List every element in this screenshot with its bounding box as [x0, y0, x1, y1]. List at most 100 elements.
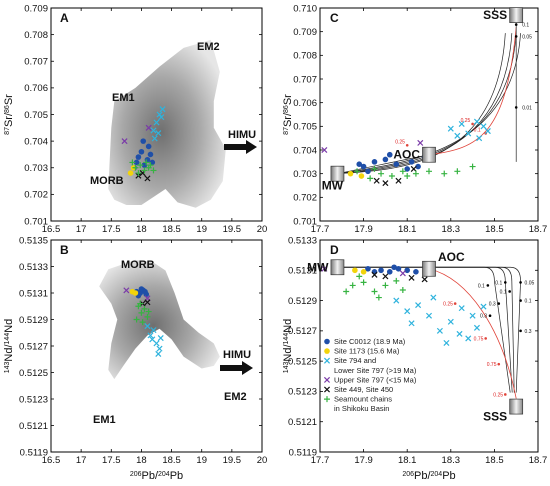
- seamount-point: [378, 170, 385, 177]
- y-tick-label: 0.5125: [19, 368, 48, 379]
- y-tick-label: 0.5119: [289, 447, 317, 458]
- x-tick-label: 18.7: [529, 455, 548, 466]
- site-794-point: [456, 330, 463, 337]
- seamount-point: [393, 277, 400, 284]
- y-label-end: Sr: [282, 94, 294, 105]
- model-fraction-label: 0.75: [474, 336, 484, 342]
- seamount-point: [143, 159, 150, 166]
- c0012-point: [386, 151, 393, 158]
- c0012-point: [404, 267, 411, 274]
- site-794-point: [415, 302, 422, 309]
- panel-b: 16.5 17 17.5 18 18.5 19 19.5 20 0.5119 0.5121 0.51…: [3, 235, 267, 482]
- y-tick-label: 0.707: [293, 74, 317, 85]
- legend-marker: [324, 338, 330, 345]
- plot-frame: [319, 7, 539, 222]
- x-axis-label: 206Pb/204Pb: [130, 470, 183, 482]
- x-tick-label: 18.5: [485, 455, 504, 466]
- mixing-curve-red: [428, 27, 517, 156]
- site-1173-point: [352, 267, 358, 274]
- site-449-point: [410, 165, 417, 172]
- y-label-mid: Nd/: [282, 344, 294, 362]
- c0012-point: [147, 151, 154, 158]
- site-449-point: [144, 299, 151, 306]
- x-tick-label: 16.5: [42, 455, 61, 466]
- site-449-point: [373, 177, 380, 184]
- sss-endmember: [509, 398, 524, 415]
- x-label-sup2: 204: [431, 471, 443, 478]
- seamount-point: [343, 288, 350, 295]
- site-449-point: [395, 177, 402, 184]
- legend-marker: [323, 386, 331, 393]
- model-node-red: [484, 337, 487, 340]
- mixing-curve: [337, 154, 430, 175]
- y-tick-label: 0.5121: [288, 417, 317, 428]
- panel-label-d: D: [330, 243, 339, 257]
- em1-label: EM1: [112, 92, 135, 104]
- site-1173-point: [127, 170, 134, 176]
- legend-marker: [323, 376, 331, 383]
- y-tick-label: 0.5121: [19, 421, 48, 432]
- seamount-point: [399, 286, 406, 293]
- c0012-point: [356, 161, 363, 167]
- site-794-point: [144, 323, 151, 330]
- aoc-label: AOC: [438, 250, 465, 264]
- c0012-point: [391, 264, 397, 271]
- mw-label: MW: [322, 179, 344, 193]
- seamount-point: [388, 173, 395, 180]
- panel-label-a: A: [60, 11, 69, 25]
- y-tick-label: 0.705: [293, 122, 317, 133]
- x-tick-label: 17.5: [102, 455, 121, 466]
- seamount-point: [371, 288, 378, 295]
- site-794-point: [465, 130, 472, 137]
- x-tick-label: 18.5: [162, 455, 181, 466]
- himu-arrow: [224, 140, 257, 154]
- seamount-point: [426, 168, 432, 175]
- y-tick-label: 0.709: [293, 27, 317, 38]
- site-794-point: [458, 305, 465, 312]
- model-fraction-label: 0.3: [489, 302, 496, 308]
- sss-endmember: [509, 7, 524, 23]
- y-tick-label: 0.5129: [19, 315, 48, 326]
- x-tick-label: 17: [76, 224, 87, 235]
- model-fraction-label: 0.05: [522, 34, 532, 40]
- model-node-red: [497, 362, 501, 366]
- y-tick-label: 0.708: [24, 30, 48, 41]
- em2-label: EM2: [224, 391, 247, 403]
- morb-label: MORB: [90, 175, 124, 187]
- mixing-curve: [337, 33, 513, 175]
- seamount-point: [441, 170, 448, 177]
- model-fraction-label: 0.01: [522, 105, 532, 111]
- site-449-point: [371, 271, 378, 278]
- mantle-field: [108, 39, 226, 208]
- site-794-point: [151, 135, 158, 142]
- y-tick-label: 0.5131: [19, 288, 48, 299]
- y-label-sup2: 144: [283, 333, 290, 345]
- x-tick-label: 18: [136, 224, 147, 235]
- c0012-point: [371, 159, 378, 165]
- y-axis-label: 143Nd/144Nd: [3, 319, 15, 374]
- site-794-point: [393, 297, 400, 304]
- site-794-point: [149, 336, 156, 343]
- legend-label: Lower Site 797 (>19 Ma): [334, 366, 417, 375]
- seamount-point: [454, 168, 461, 175]
- y-tick-label: 0.5125: [288, 356, 317, 367]
- y-tick-label: 0.710: [293, 3, 317, 14]
- site-1173-point: [358, 173, 365, 179]
- y-label-end: Sr: [3, 94, 15, 105]
- x-label-sup: 206: [130, 471, 142, 478]
- site-794-point: [155, 130, 162, 137]
- model-node: [514, 106, 518, 109]
- c0012-point: [145, 143, 152, 150]
- legend-label: Site C0012 (18.9 Ma): [334, 337, 406, 346]
- c0012-point: [144, 156, 151, 163]
- site-794-point: [473, 118, 480, 125]
- y-tick-label: 0.5127: [288, 326, 317, 337]
- site-794-point: [484, 128, 491, 135]
- aoc-endmember: [422, 260, 436, 277]
- model-node: [488, 314, 492, 318]
- himu-label: HIMU: [228, 129, 256, 141]
- plot-frame: [319, 239, 539, 453]
- y-tick-label: 0.703: [293, 169, 317, 180]
- c0012-point: [378, 267, 384, 274]
- c0012-point: [382, 156, 389, 163]
